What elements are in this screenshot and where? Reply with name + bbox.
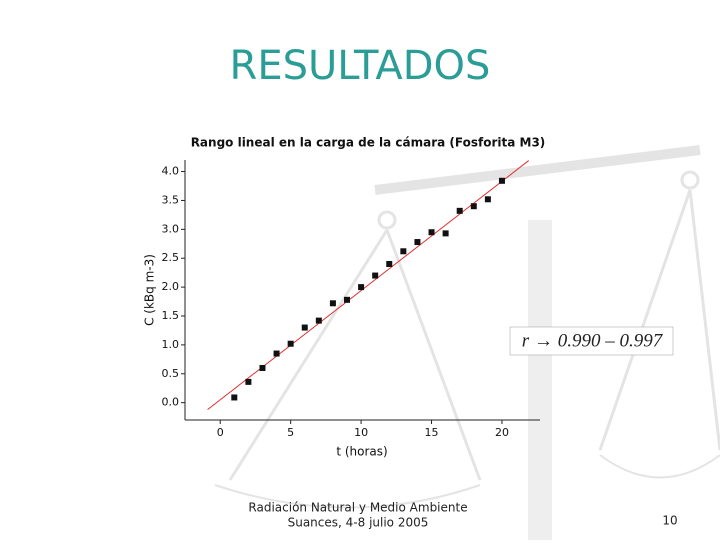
x-tick-label: 10 [354,426,368,439]
y-tick-label: 1.5 [162,309,180,322]
data-point [400,248,407,255]
data-point [484,196,491,203]
background-scale [214,145,720,540]
data-point [386,261,393,267]
data-point [456,207,463,214]
data-point [428,229,435,236]
annotation-box [509,326,674,356]
data-point [231,394,238,401]
x-tick-label: 5 [287,426,294,439]
x-tick-label: 15 [425,426,439,439]
y-tick-label: 3.5 [162,193,180,206]
slide-title: RESULTADOS [230,43,491,89]
data-point [245,378,252,385]
x-tick-label: 20 [495,426,509,439]
data-point [372,272,379,279]
x-tick-label: 0 [217,426,224,439]
y-tick-label: 1.0 [162,338,180,351]
data-point [301,324,308,331]
fit-line [207,160,530,410]
data-point [358,284,365,291]
data-point [259,365,266,371]
y-tick-label: 4.0 [162,165,180,178]
data-point [329,300,336,307]
y-tick-label: 3.0 [162,222,180,235]
data-point [442,230,449,237]
footer-line: Suances, 4-8 julio 2005 [288,516,429,530]
data-point [470,203,477,210]
y-axis-label: C (kBq m-3) [143,254,157,326]
page-number: 10 [662,514,677,528]
y-tick-label: 0.0 [162,396,180,409]
data-point [498,177,505,184]
data-point [287,340,294,347]
annotation: r → 0.990 – 0.997 [522,330,664,351]
footer-line: Radiación Natural y Medio Ambiente [248,501,467,515]
data-point [344,296,351,303]
y-tick-label: 2.0 [162,280,180,293]
x-axis-label: t (horas) [336,445,387,459]
data-point [315,317,322,324]
chart-title: Rango lineal en la carga de la cámara (F… [191,136,546,150]
data-point [414,239,421,246]
y-tick-label: 2.5 [162,251,180,264]
y-tick-label: 0.5 [162,367,180,380]
data-point [273,350,280,357]
